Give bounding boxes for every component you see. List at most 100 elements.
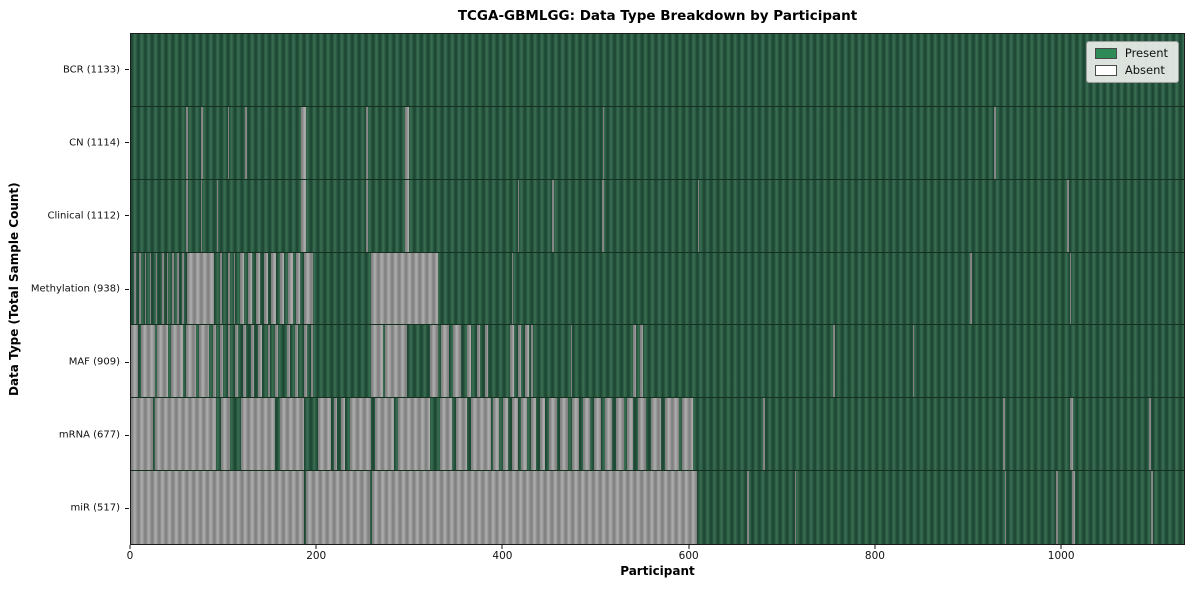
y-tick-label-bcr: BCR (1133) <box>62 64 120 76</box>
absent-segment <box>632 325 636 398</box>
absent-segment <box>517 325 522 398</box>
absent-segment <box>512 252 513 325</box>
absent-segment <box>350 398 371 471</box>
legend: Present Absent <box>1085 41 1179 83</box>
absent-segment <box>912 325 915 398</box>
absent-segment <box>366 106 368 179</box>
absent-segment <box>405 179 409 252</box>
absent-segment <box>1004 471 1007 544</box>
absent-segment <box>405 106 409 179</box>
y-tick-label-maf: MAF (909) <box>68 356 120 368</box>
absent-segment <box>287 325 290 398</box>
absent-segment <box>303 325 307 398</box>
absent-segment <box>1055 471 1058 544</box>
x-tick-label-400: 400 <box>492 550 513 562</box>
absent-segment <box>371 471 697 544</box>
absent-segment <box>245 106 248 179</box>
legend-label-absent: Absent <box>1124 62 1165 77</box>
absent-segment <box>638 398 646 471</box>
x-tick-mark <box>129 545 131 549</box>
absent-segment <box>227 252 230 325</box>
absent-segment <box>305 471 370 544</box>
absent-segment <box>279 252 285 325</box>
absent-segment <box>301 179 306 252</box>
y-tick-label-clinical: Clinical (1112) <box>47 210 121 222</box>
absent-segment <box>1151 471 1154 544</box>
row-cn <box>131 106 1184 180</box>
absent-segment <box>665 398 680 471</box>
absent-segment <box>333 398 338 471</box>
absent-segment <box>144 252 146 325</box>
absent-segment <box>366 179 368 252</box>
absent-segment <box>794 471 797 544</box>
absent-segment <box>510 325 514 398</box>
absent-segment <box>141 325 156 398</box>
y-tick-label-cn: CN (1114) <box>69 137 120 149</box>
absent-segment <box>216 179 219 252</box>
absent-segment <box>185 325 197 398</box>
absent-segment <box>161 252 164 325</box>
absent-segment <box>370 325 383 398</box>
absent-segment <box>560 398 568 471</box>
absent-segment <box>571 398 579 471</box>
absent-segment <box>525 325 529 398</box>
absent-segment <box>250 325 254 398</box>
absent-segment <box>294 325 299 398</box>
absent-segment <box>456 398 468 471</box>
absent-segment <box>467 325 472 398</box>
plot-area <box>130 33 1185 545</box>
absent-segment <box>539 398 546 471</box>
x-axis-label: Participant <box>620 564 695 578</box>
absent-segment <box>762 398 765 471</box>
absent-segment <box>440 398 452 471</box>
absent-segment <box>530 398 537 471</box>
absent-segment <box>1071 471 1076 544</box>
absent-segment <box>341 398 345 471</box>
y-tick-mark <box>125 434 129 436</box>
absent-segment <box>139 252 142 325</box>
absent-segment <box>243 325 247 398</box>
absent-segment <box>552 179 554 252</box>
absent-segment <box>182 252 184 325</box>
absent-segment <box>493 398 500 471</box>
x-tick-label-600: 600 <box>678 550 699 562</box>
absent-segment <box>200 106 203 179</box>
row-mrna <box>131 398 1184 472</box>
y-tick-label-mir: miR (517) <box>70 502 120 514</box>
absent-segment <box>471 398 491 471</box>
x-tick-mark <box>315 545 317 549</box>
absent-segment <box>370 252 438 325</box>
absent-segment <box>131 325 139 398</box>
x-tick-mark <box>501 545 503 549</box>
absent-segment <box>1066 179 1069 252</box>
x-tick-label-800: 800 <box>864 550 885 562</box>
absent-segment <box>441 325 449 398</box>
y-tick-mark <box>125 361 129 363</box>
absent-segment <box>221 398 231 471</box>
absent-segment <box>248 252 252 325</box>
absent-segment <box>279 398 304 471</box>
absent-segment <box>627 398 633 471</box>
absent-segment <box>198 325 210 398</box>
absent-segment <box>267 325 271 398</box>
absent-segment <box>517 179 520 252</box>
y-tick-label-methylation: Methylation (938) <box>30 283 120 295</box>
absent-segment <box>697 179 699 252</box>
absent-segment <box>530 325 534 398</box>
legend-label-present: Present <box>1124 46 1168 60</box>
absent-segment <box>301 106 306 179</box>
x-tick-label-0: 0 <box>126 550 134 562</box>
absent-segment <box>832 325 835 398</box>
row-clinical <box>131 179 1184 253</box>
absent-segment <box>317 398 331 471</box>
absent-segment <box>616 398 624 471</box>
absent-segment <box>275 325 278 398</box>
absent-segment <box>131 471 304 544</box>
absent-segment <box>167 252 169 325</box>
absent-segment <box>186 252 214 325</box>
absent-segment <box>155 398 216 471</box>
absent-segment <box>602 179 605 252</box>
absent-segment <box>570 325 573 398</box>
legend-item-present: Present <box>1094 46 1168 60</box>
absent-segment <box>311 325 314 398</box>
